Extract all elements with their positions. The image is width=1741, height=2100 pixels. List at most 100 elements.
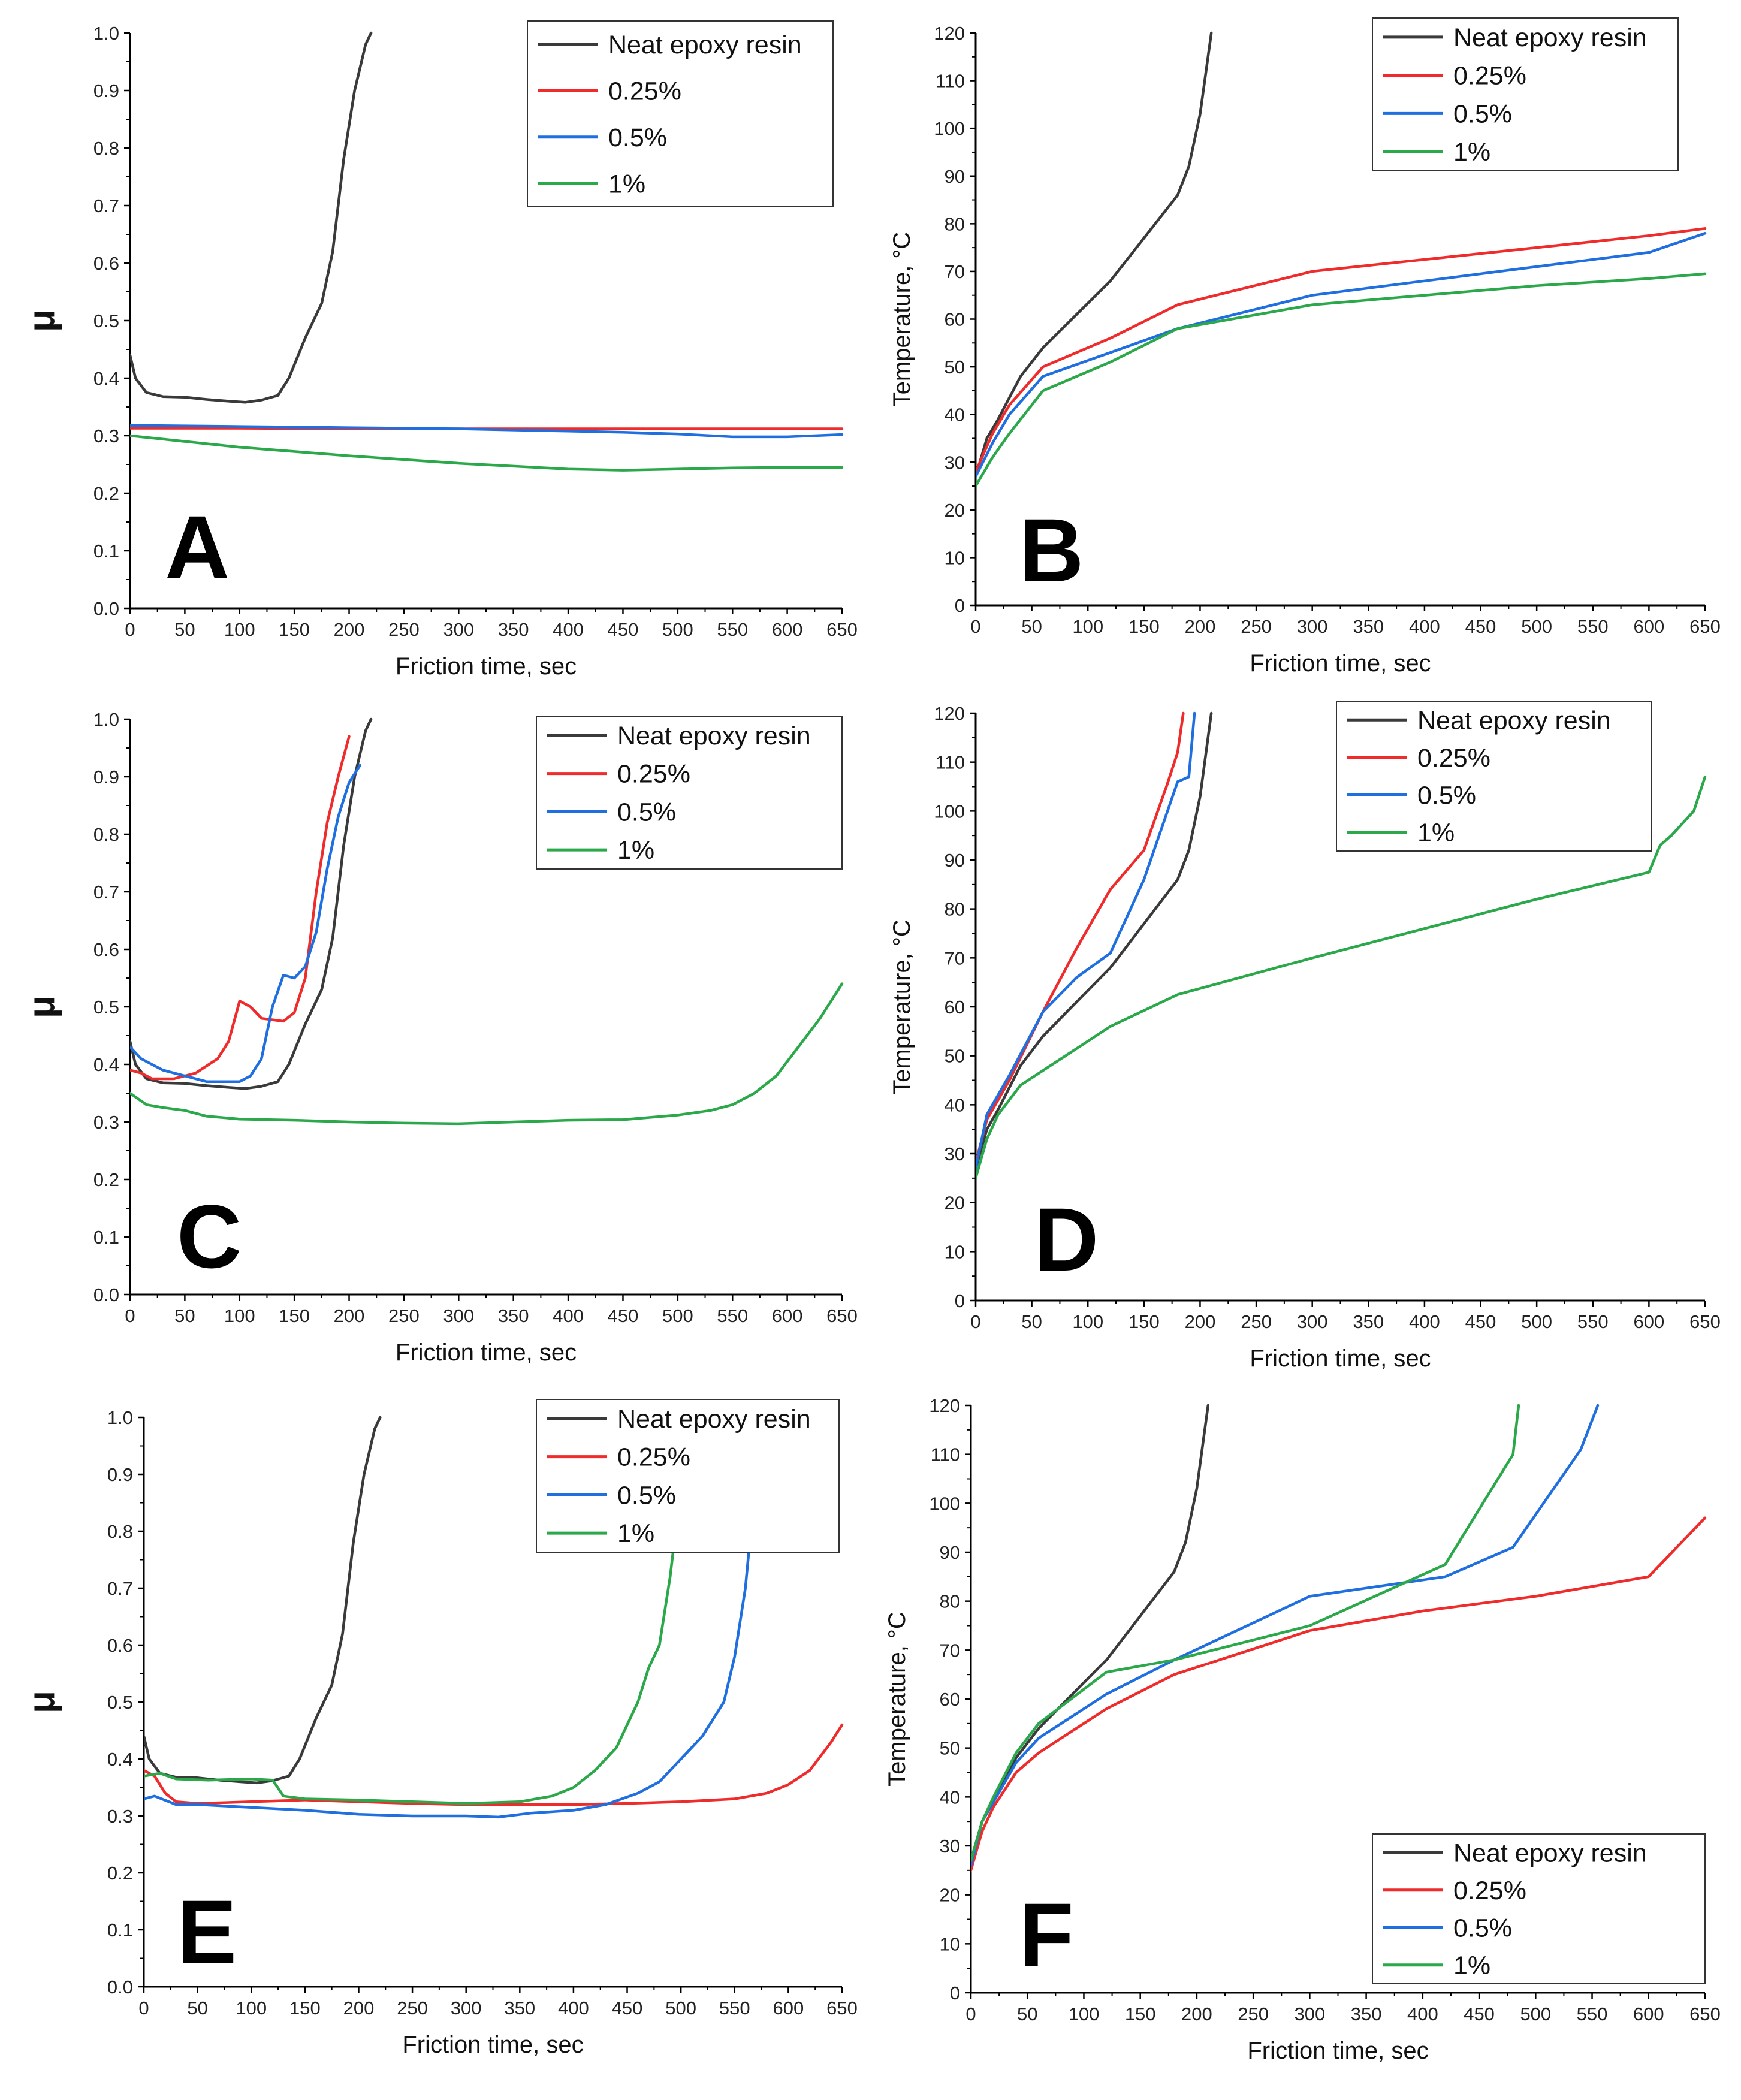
x-tick-label: 100: [224, 619, 255, 640]
x-tick-label: 650: [826, 1998, 858, 2018]
chart-panel-e: 0 50 100 150 200 250 300 350 400 450 500 550 600 650 0…: [21, 1399, 858, 2058]
y-tick-label: 110: [931, 1444, 960, 1465]
y-axis-title: μ: [21, 1691, 62, 1713]
y-tick-label: 50: [940, 1738, 960, 1759]
series-line-neat-epoxy-resin: [144, 1416, 382, 1785]
y-tick-label: 40: [945, 1094, 965, 1115]
x-axis-title: Friction time, sec: [396, 653, 577, 680]
x-tick-label: 50: [187, 1998, 207, 2018]
x-tick-label: 300: [451, 1998, 482, 2018]
legend: Neat epoxy resin 0.25% 0.5% 1%: [536, 716, 843, 870]
x-tick-label: 250: [388, 1305, 420, 1326]
x-tick-label: 150: [1125, 2004, 1156, 2024]
x-tick-label: 400: [553, 1305, 584, 1326]
series-line-1: [971, 1404, 1520, 1862]
y-tick-label: 0: [955, 1290, 965, 1311]
x-tick-label: 250: [397, 1998, 428, 2018]
series-line-1: [976, 775, 1707, 1180]
chart-panel-b: 0 50 100 150 200 250 300 350 400 450 500 550 600 6500…: [889, 17, 1721, 677]
legend-entry: Neat epoxy resin: [617, 1405, 811, 1434]
series-line-0-5: [144, 1529, 752, 1819]
y-tick-label: 30: [945, 1143, 965, 1164]
x-tick-label: 200: [334, 619, 365, 640]
x-tick-label: 550: [1577, 2004, 1608, 2024]
y-tick-label: 120: [929, 1395, 960, 1416]
legend-entry: 0.5%: [1453, 1914, 1512, 1942]
series-line-0-25: [130, 735, 351, 1081]
y-tick-label: 0.5: [93, 310, 119, 331]
y-tick-label: 0.6: [93, 253, 119, 274]
x-tick-label: 0: [970, 1311, 980, 1332]
y-tick-label: 80: [945, 899, 965, 920]
y-tick-label: 0.4: [107, 1749, 133, 1770]
series-line-0-25: [971, 1516, 1707, 1872]
y-tick-label: 10: [945, 1241, 965, 1262]
chart-panel-c: 0 50 100 150 200 250 300 350 400 450 500 550 600 650 0…: [21, 709, 858, 1366]
x-tick-label: 250: [388, 619, 420, 640]
x-tick-label: 450: [608, 1305, 639, 1326]
y-tick-label: 1.0: [107, 1407, 133, 1428]
y-tick-label: 50: [945, 357, 965, 378]
x-axis-title: Friction time, sec: [402, 2032, 583, 2058]
legend-entry: Neat epoxy resin: [608, 31, 802, 59]
legend-entry: Neat epoxy resin: [1453, 23, 1647, 52]
x-tick-label: 250: [1238, 2004, 1269, 2024]
legend-entry: 0.25%: [1453, 62, 1526, 90]
series-line-0-25: [976, 711, 1185, 1165]
x-tick-label: 500: [662, 1305, 693, 1326]
series-line-0-5: [130, 424, 844, 439]
x-tick-label: 0: [138, 1998, 149, 2018]
x-tick-label: 600: [1634, 1311, 1665, 1332]
y-tick-label: 40: [940, 1787, 960, 1808]
x-tick-label: 400: [553, 619, 584, 640]
legend-entry: Neat epoxy resin: [1417, 706, 1611, 735]
y-tick-label: 30: [940, 1836, 960, 1857]
y-tick-label: 0.3: [107, 1806, 133, 1827]
x-axis-title: Friction time, sec: [1250, 650, 1431, 677]
x-tick-label: 150: [279, 619, 310, 640]
legend-entry: 0.5%: [617, 798, 676, 826]
series-line-neat-epoxy-resin: [976, 31, 1213, 478]
y-tick-label: 100: [929, 1493, 960, 1514]
x-tick-label: 250: [1241, 1311, 1272, 1332]
x-tick-label: 200: [343, 1998, 375, 2018]
legend-box: [1372, 17, 1679, 171]
x-tick-label: 100: [1072, 616, 1103, 637]
legend-entry: 0.5%: [1417, 781, 1476, 810]
y-tick-label: 20: [940, 1885, 960, 1906]
y-tick-label: 20: [945, 1193, 965, 1214]
series-line-neat-epoxy-resin: [976, 711, 1213, 1170]
legend-entry: 1%: [1453, 1951, 1490, 1980]
y-tick-label: 0.3: [93, 426, 119, 446]
y-axis-title: μ: [21, 995, 62, 1018]
y-tick-label: 70: [940, 1640, 960, 1661]
legend-entry: 0.25%: [1417, 744, 1490, 773]
legend-entry: 1%: [1453, 138, 1490, 167]
x-tick-label: 300: [1297, 616, 1328, 637]
y-tick-label: 0.7: [93, 195, 119, 216]
x-tick-label: 0: [125, 1305, 135, 1326]
panel-label: A: [165, 497, 230, 598]
y-axis-title: Temperature, °C: [884, 1612, 910, 1787]
series-line-1: [130, 982, 844, 1126]
x-tick-label: 50: [1017, 2004, 1037, 2024]
x-axis-title: Friction time, sec: [1250, 1345, 1431, 1372]
y-tick-label: 0.3: [93, 1112, 119, 1133]
y-tick-label: 1.0: [93, 23, 119, 44]
legend-entry: 1%: [608, 170, 645, 198]
y-tick-label: 90: [945, 850, 965, 871]
series-line-1: [976, 272, 1707, 488]
series-line-0-25: [144, 1723, 844, 1806]
y-tick-label: 1.0: [93, 709, 119, 730]
y-tick-label: 60: [945, 997, 965, 1018]
y-tick-label: 0.2: [93, 483, 119, 504]
y-tick-label: 10: [940, 1933, 960, 1954]
x-tick-label: 50: [1021, 1311, 1042, 1332]
x-tick-label: 600: [1633, 2004, 1664, 2024]
x-tick-label: 350: [498, 619, 529, 640]
y-axis-title: Temperature, °C: [889, 232, 915, 407]
y-tick-label: 80: [940, 1591, 960, 1612]
x-tick-label: 100: [224, 1305, 255, 1326]
y-tick-label: 20: [945, 500, 965, 521]
